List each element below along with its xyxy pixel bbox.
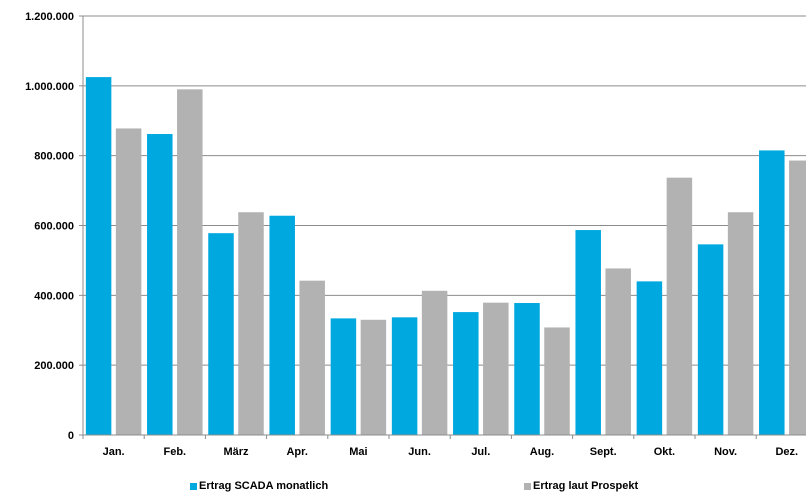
x-tick-label: Jan.	[103, 446, 125, 458]
bar-prospekt	[238, 212, 264, 435]
x-tick-label: März	[223, 446, 249, 458]
bar-scada	[759, 150, 785, 435]
bar-scada	[453, 312, 479, 435]
x-tick-label: Feb.	[163, 446, 186, 458]
y-tick-label: 800.000	[34, 151, 74, 163]
bar-prospekt	[483, 302, 509, 435]
bar-prospekt	[360, 319, 387, 435]
bar-prospekt	[605, 268, 631, 435]
x-tick-label: Apr.	[286, 446, 307, 458]
bar-scada	[697, 244, 724, 435]
y-tick-label: 600.000	[34, 221, 74, 233]
bar-scada	[330, 318, 357, 435]
bar-prospekt	[544, 327, 570, 435]
x-tick-label: Nov.	[714, 446, 737, 458]
chart-legend: Ertrag SCADA monatlich Ertrag laut Prosp…	[0, 480, 806, 496]
legend-label-prospekt: Ertrag laut Prospekt	[533, 480, 639, 492]
x-tick-label: Mai	[349, 446, 367, 458]
bar-prospekt	[177, 89, 203, 435]
y-tick-label: 200.000	[34, 360, 74, 372]
bar-prospekt	[789, 160, 806, 435]
x-tick-label: Jun.	[408, 446, 431, 458]
legend-item-scada: Ertrag SCADA monatlich	[190, 480, 328, 492]
legend-swatch-prospekt	[524, 482, 531, 490]
x-tick-label: Aug.	[530, 446, 554, 458]
bar-prospekt	[299, 280, 325, 435]
bar-prospekt	[666, 177, 693, 435]
bar-scada	[514, 303, 540, 435]
x-tick-label: Sept.	[590, 446, 617, 458]
y-tick-label: 1.000.000	[25, 81, 74, 93]
bar-scada	[208, 233, 234, 435]
legend-item-prospekt: Ertrag laut Prospekt	[524, 480, 638, 492]
bar-prospekt	[727, 212, 754, 435]
y-tick-label: 400.000	[34, 290, 74, 302]
bar-prospekt	[421, 290, 448, 435]
bar-scada	[391, 317, 418, 435]
bar-scada	[147, 134, 173, 436]
legend-swatch-scada	[190, 482, 197, 490]
bar-scada	[85, 77, 112, 436]
bar-scada	[636, 281, 663, 435]
bar-prospekt	[115, 128, 142, 435]
x-tick-label: Okt.	[654, 446, 675, 458]
y-tick-label: 1.200.000	[25, 11, 74, 23]
bar-scada	[575, 230, 601, 435]
y-tick-label: 0	[68, 430, 74, 442]
legend-label-scada: Ertrag SCADA monatlich	[199, 480, 329, 492]
x-tick-label: Jul.	[471, 446, 490, 458]
x-tick-label: Dez.	[775, 446, 798, 458]
bar-scada	[269, 215, 295, 435]
